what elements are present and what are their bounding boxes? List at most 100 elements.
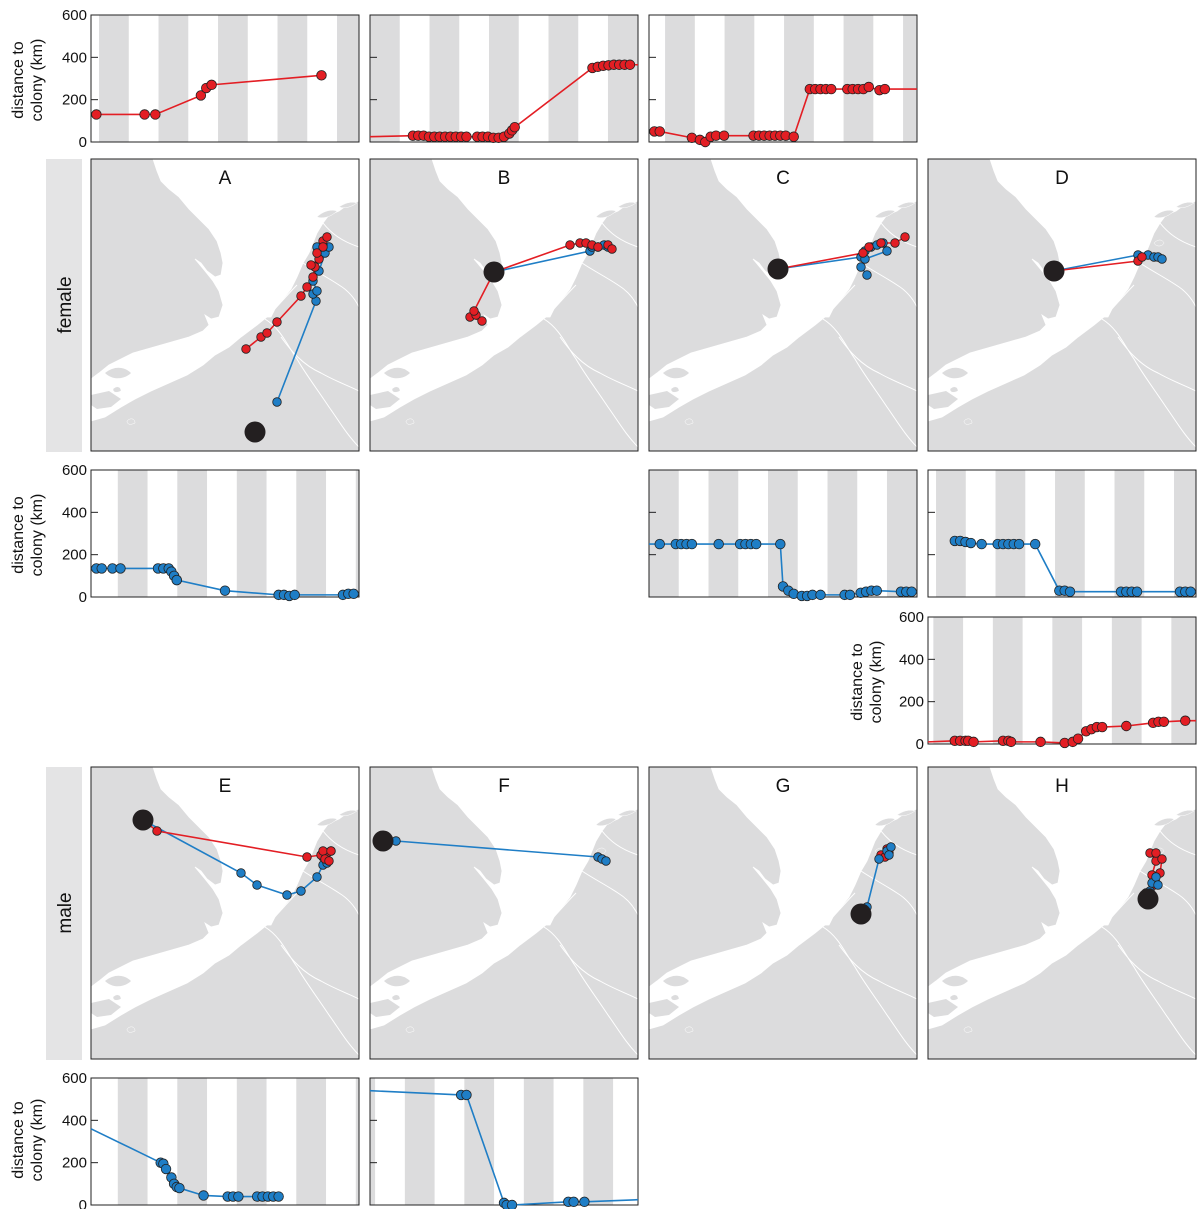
- track-point: [318, 242, 328, 252]
- land-island: [126, 1026, 136, 1033]
- land-britain: [649, 767, 782, 988]
- track-point: [565, 240, 575, 250]
- maps-layer: A B C D E F G H: [90, 158, 1197, 1060]
- data-point: [718, 130, 730, 141]
- data-point: [775, 538, 786, 550]
- data-point: [579, 1196, 590, 1208]
- track-point: [324, 856, 334, 866]
- data-point: [1005, 736, 1017, 748]
- night-band: [429, 15, 460, 142]
- data-point: [115, 563, 126, 574]
- land-island: [105, 975, 131, 987]
- map-panel-F: F: [369, 766, 639, 1060]
- y-tick-label: 600: [62, 462, 87, 479]
- data-point: [273, 1191, 284, 1202]
- night-band: [724, 15, 755, 142]
- colony-marker: [132, 809, 154, 831]
- country-border: [601, 830, 638, 856]
- track-point: [607, 244, 617, 254]
- map-panel-A: A: [90, 158, 360, 452]
- land-island: [338, 809, 358, 817]
- night-band: [177, 470, 208, 597]
- track-point: [252, 880, 262, 890]
- country-border: [543, 926, 638, 1056]
- night-band: [1174, 470, 1196, 597]
- track-point: [296, 886, 306, 896]
- data-point: [686, 538, 698, 550]
- map-clip: [928, 767, 1196, 1059]
- colony-marker: [372, 830, 394, 852]
- track-point: [1157, 254, 1167, 264]
- night-band: [607, 15, 638, 142]
- map-panel-G: G: [648, 766, 918, 1060]
- data-point: [509, 121, 520, 133]
- country-border: [264, 926, 359, 1056]
- land-island: [338, 201, 358, 209]
- svg-text:distance to: distance to: [849, 643, 866, 720]
- track-point: [862, 270, 872, 280]
- night-band: [1114, 470, 1145, 597]
- land-britain: [370, 767, 503, 988]
- track-point: [152, 826, 162, 836]
- data-point: [1064, 586, 1076, 597]
- night-band: [933, 617, 964, 744]
- map-frame: [927, 766, 1197, 1060]
- land-island: [595, 210, 617, 218]
- panels-layer: 0 200 400 600 0 200 400 600 0 200 400 600 0 200 400 600: [62, 7, 1197, 1209]
- land-island: [1153, 818, 1175, 826]
- track-point: [302, 282, 312, 292]
- panel-label-C: C: [776, 168, 790, 189]
- track-point: [272, 317, 282, 327]
- country-border: [880, 222, 917, 248]
- panel-label-D: D: [1055, 168, 1069, 189]
- data-point: [139, 109, 150, 120]
- svg-text:colony (km): colony (km): [868, 641, 885, 724]
- land-island: [949, 994, 959, 1001]
- track-point: [306, 260, 316, 270]
- map-frame: [369, 766, 639, 1060]
- y-tick-label: 200: [62, 1155, 87, 1172]
- country-border: [264, 318, 359, 448]
- track-point: [1137, 252, 1147, 262]
- country-border: [543, 318, 638, 448]
- colony-marker: [244, 421, 266, 443]
- country-border: [860, 870, 917, 916]
- land-island: [684, 418, 694, 425]
- data-point: [91, 109, 102, 120]
- country-border: [824, 892, 856, 926]
- chart-frame: [90, 1077, 360, 1206]
- track-point: [874, 854, 884, 864]
- data-point: [289, 589, 300, 601]
- panel-label-F: F: [498, 776, 510, 797]
- land-island: [617, 809, 637, 817]
- land-island: [963, 418, 973, 425]
- map-panel-D: D: [927, 158, 1197, 452]
- country-border: [1139, 262, 1196, 308]
- night-band: [236, 1078, 267, 1205]
- map-frame: [648, 158, 918, 452]
- data-point: [1035, 736, 1046, 748]
- night-band: [903, 15, 917, 142]
- colony-marker: [1137, 888, 1159, 910]
- panel-label-G: G: [776, 776, 791, 797]
- land-island: [1153, 210, 1175, 218]
- chart-C-ret: [648, 469, 918, 602]
- night-band: [936, 470, 966, 597]
- track-point: [900, 232, 910, 242]
- data-point: [826, 83, 837, 95]
- land-island: [617, 201, 637, 209]
- y-tick-label: 200: [899, 694, 924, 711]
- female-row-label: female: [55, 276, 76, 333]
- night-band: [99, 15, 129, 142]
- country-border: [266, 892, 298, 926]
- country-border: [322, 222, 359, 248]
- chart-frame: [927, 469, 1197, 598]
- land-island: [963, 1026, 973, 1033]
- land-island: [126, 418, 136, 425]
- night-band: [992, 617, 1023, 744]
- country-border: [1117, 336, 1196, 392]
- land-island: [1153, 239, 1165, 247]
- land-peninsula: [649, 999, 679, 1017]
- land-island: [112, 386, 122, 393]
- track-point: [1151, 848, 1161, 858]
